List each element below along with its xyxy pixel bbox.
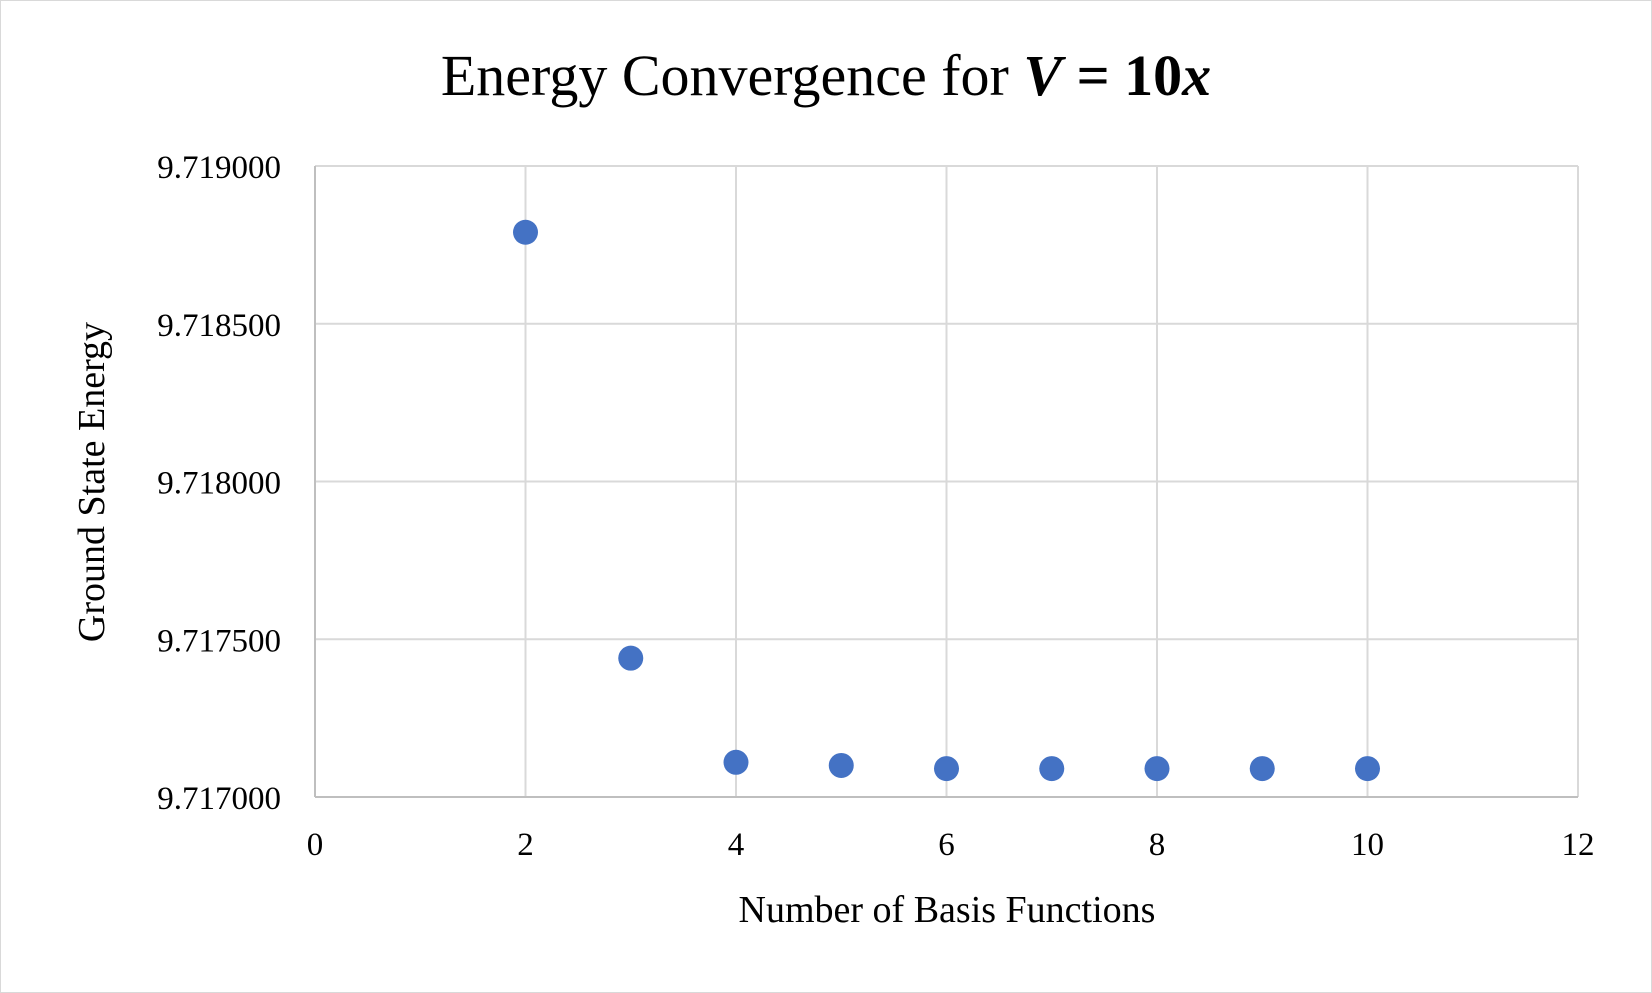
x-tick-label: 8 <box>1149 827 1166 863</box>
chart-title: Energy Convergence for V = 10x <box>441 43 1211 108</box>
data-point <box>1249 756 1275 782</box>
x-tick-label: 10 <box>1351 827 1384 863</box>
x-tick-label: 12 <box>1562 827 1595 863</box>
data-point <box>1355 756 1380 782</box>
x-tick-label: 2 <box>517 827 534 863</box>
y-tick-label: 9.717500 <box>157 623 281 659</box>
y-tick-label: 9.718500 <box>157 308 281 344</box>
y-tick-label: 9.718000 <box>157 466 281 502</box>
axes <box>314 166 1578 798</box>
chart-title-prefix: Energy Convergence for <box>441 43 1024 108</box>
data-point <box>1144 756 1170 782</box>
x-tick-label: 0 <box>307 827 324 863</box>
chart-title-x: x <box>1181 43 1211 108</box>
x-axis-label: Number of Basis Functions <box>739 889 1156 931</box>
y-tick-label: 9.717000 <box>157 781 281 817</box>
data-point <box>618 645 644 671</box>
y-tick-labels: 9.717000 9.717500 9.718000 9.718500 9.719000 <box>157 150 281 817</box>
x-tick-label: 6 <box>938 827 955 863</box>
chart-title-equals: = 10 <box>1062 43 1182 108</box>
data-point <box>1039 756 1065 782</box>
y-axis-label: Ground State Energy <box>71 322 113 642</box>
x-tick-label: 4 <box>728 827 745 863</box>
data-point <box>828 752 854 778</box>
data-point <box>723 749 749 775</box>
x-tick-labels: 0 2 4 6 8 10 12 <box>307 827 1595 863</box>
data-point <box>934 756 959 782</box>
grid-lines <box>315 165 1579 797</box>
chart-title-var: V <box>1023 43 1066 108</box>
y-tick-label: 9.719000 <box>157 150 281 186</box>
data-points <box>513 219 1380 782</box>
data-point <box>513 219 538 245</box>
